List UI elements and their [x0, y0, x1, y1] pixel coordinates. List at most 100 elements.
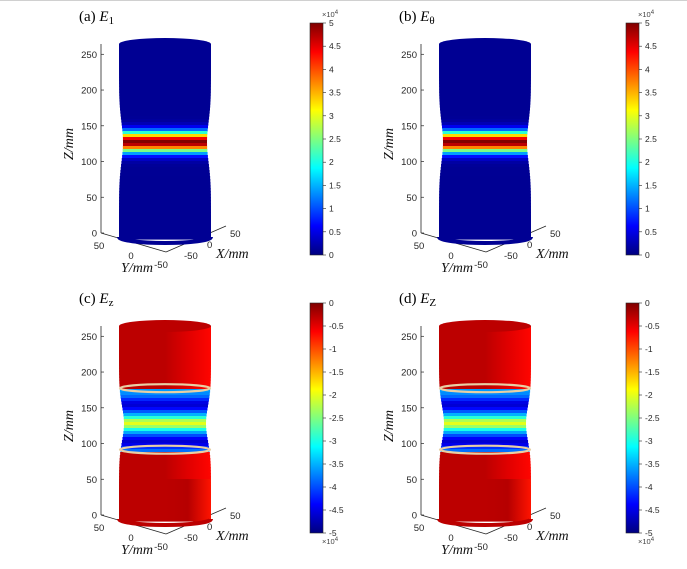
surface-strip: [121, 158, 209, 162]
z-tick-label: 100: [81, 157, 97, 168]
cylinder-bottom-rim: [437, 518, 533, 527]
surface-strip: [119, 203, 211, 207]
surface-strip: [122, 407, 208, 411]
surface-strip: [439, 59, 531, 63]
surface-strip: [119, 347, 211, 351]
quantity-subscript: 1: [109, 15, 115, 27]
y-tick-label: 50: [94, 241, 105, 252]
surface-strip: [121, 398, 209, 402]
z-axis-label: Z/mm: [62, 128, 77, 160]
surface-strip: [439, 359, 531, 363]
surface-strip: [119, 473, 211, 477]
band-boundary-ring: [118, 383, 212, 394]
surface-strip: [122, 149, 208, 153]
z-tick-label: 150: [401, 121, 417, 132]
surface-strip: [119, 200, 211, 204]
surface-strip: [439, 224, 531, 228]
colorbar-tick-label: 0.5: [329, 227, 341, 237]
surface-strip: [439, 221, 531, 225]
x-tick-label: 50: [550, 229, 561, 240]
surface-strip: [119, 455, 211, 459]
surface-strip: [439, 365, 531, 369]
surface-strip: [120, 116, 210, 120]
surface-strip: [439, 188, 531, 192]
panel-title: (b) Eθ: [399, 9, 435, 27]
y-tick-label: -50: [154, 542, 168, 553]
cylinder-surface: [117, 320, 213, 527]
surface-strip: [119, 185, 211, 189]
y-tick-label: -50: [474, 260, 488, 271]
x-tick-label: -50: [504, 533, 518, 544]
colorbar-c: -5 -4.5 -4 -3.5 -3 -2.5 -2 -1.5 -1 -0.5 0 ×104: [309, 298, 344, 546]
surface-strip: [119, 182, 211, 186]
surface-strip: [440, 449, 530, 453]
cylinder-top-cap: [439, 38, 531, 50]
colorbar-tick-label: -2: [329, 390, 337, 400]
x-tick-label: -50: [184, 533, 198, 544]
cylinder-bottom-rim: [117, 236, 213, 245]
multiplier-exponent: 4: [335, 10, 339, 16]
surface-strip: [120, 392, 210, 396]
z-tick-label: 200: [81, 86, 97, 97]
surface-strip: [441, 125, 529, 129]
y-axis-label: Y/mm: [121, 543, 153, 558]
surface-strip: [439, 377, 531, 381]
surface-strip: [439, 473, 531, 477]
z-tick-label: 200: [81, 368, 97, 379]
y-tick-label: 50: [414, 523, 425, 534]
surface-strip: [119, 230, 211, 234]
colorbar-tick-label: 2.5: [645, 134, 657, 144]
surface-strip: [119, 77, 211, 81]
surface-strip: [119, 80, 211, 84]
surface-strip: [119, 74, 211, 78]
panel-title: (a) E1: [79, 9, 114, 27]
surface-strip: [442, 149, 528, 153]
panel-a: (a) E1050100150200250Z/mm500-50-50050Y/m…: [62, 9, 249, 276]
surface-strip: [119, 386, 211, 390]
surface-strip: [439, 338, 531, 342]
z-tick-label: 150: [81, 403, 97, 414]
z-tick-label: 50: [406, 193, 417, 204]
surface-strip: [122, 134, 208, 138]
colorbar-tick-label: 0.5: [645, 227, 657, 237]
colorbar-tick-label: 3.5: [645, 88, 657, 98]
surface-strip: [119, 377, 211, 381]
colorbar-tick-label: 4.5: [329, 41, 341, 51]
surface-strip: [441, 119, 529, 123]
surface-strip: [439, 479, 531, 483]
cylinder-top-cap: [119, 320, 211, 332]
panel-b: (b) Eθ050100150200250Z/mm500-50-50050Y/m…: [382, 9, 569, 276]
x-axis-label: X/mm: [215, 529, 249, 544]
surface-strip: [442, 407, 528, 411]
surface-strip: [119, 98, 211, 102]
surface-strip: [123, 410, 207, 414]
y-axis-label: Y/mm: [441, 543, 473, 558]
surface-strip: [439, 65, 531, 69]
colorbar-tick-label: -3.5: [329, 459, 344, 469]
multiplier-base: ×10: [322, 537, 335, 546]
cylinder-top-cap: [119, 38, 211, 50]
surface-strip: [439, 467, 531, 471]
surface-strip: [439, 185, 531, 189]
surface-strip: [440, 110, 530, 114]
surface-strip: [440, 392, 530, 396]
surface-strip: [439, 101, 531, 105]
surface-strip: [439, 227, 531, 231]
colorbar-b: 00.511.522.533.544.55×104: [625, 10, 657, 260]
surface-strip: [119, 476, 211, 480]
multiplier-base: ×10: [322, 10, 335, 19]
colorbar-tick-label: 0: [645, 250, 650, 260]
x-tick-label: 50: [230, 511, 241, 522]
surface-strip: [439, 68, 531, 72]
surface-strip: [119, 62, 211, 66]
surface-strip: [119, 236, 211, 240]
multiplier-exponent: 4: [335, 537, 339, 543]
colorbar-tick-label: 2.5: [329, 134, 341, 144]
surface-strip: [439, 506, 531, 510]
colorbar-tick-label: -4.5: [645, 505, 660, 515]
surface-strip: [119, 53, 211, 57]
quantity-subscript: θ: [429, 15, 434, 27]
colorbar-bar: [625, 302, 640, 534]
surface-strip: [119, 362, 211, 366]
